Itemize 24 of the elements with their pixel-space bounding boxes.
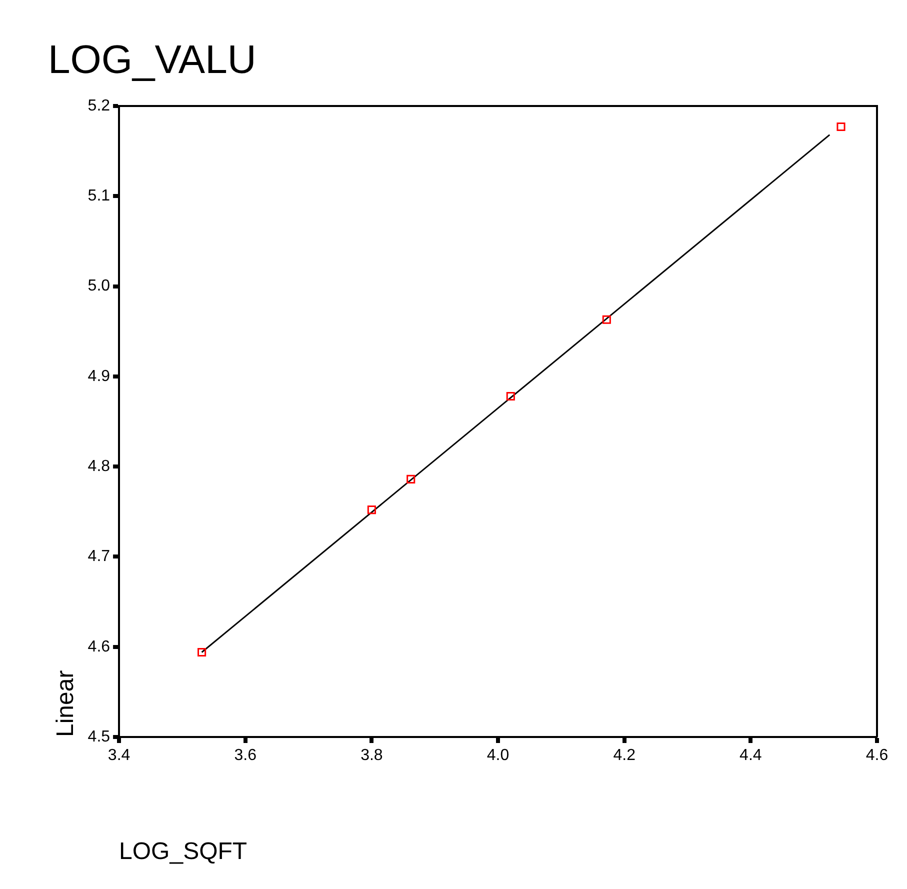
x-tick-label: 3.8 — [360, 747, 383, 764]
point — [602, 315, 611, 324]
y-tick-label: 4.7 — [88, 548, 110, 566]
y-tick-label: 4.9 — [88, 368, 110, 385]
point — [506, 392, 515, 401]
x-tick-label: 4.4 — [740, 747, 762, 764]
chart-title: LOG_VALU — [48, 38, 256, 82]
x-tick-label: 4.0 — [486, 747, 510, 764]
y-tick-label: 4.5 — [88, 728, 110, 746]
point — [198, 648, 206, 657]
x-tick-label: 4.2 — [613, 747, 636, 764]
point — [367, 506, 376, 514]
x-tick-label: 3.6 — [234, 747, 257, 764]
y-tick-label: 5.1 — [88, 188, 110, 205]
y-tick-label: 4.6 — [88, 638, 110, 656]
x-tick-label: 4.6 — [866, 747, 888, 764]
y-axis-title: Linear — [52, 670, 80, 737]
y-tick-label: 5.0 — [88, 278, 110, 295]
x-tick-label: 3.4 — [108, 747, 130, 764]
y-tick-label: 5.2 — [88, 97, 110, 114]
point — [836, 122, 846, 132]
x-axis-title: LOG_SQFT — [119, 838, 248, 866]
point — [406, 474, 416, 484]
y-tick-label: 4.8 — [88, 458, 110, 475]
